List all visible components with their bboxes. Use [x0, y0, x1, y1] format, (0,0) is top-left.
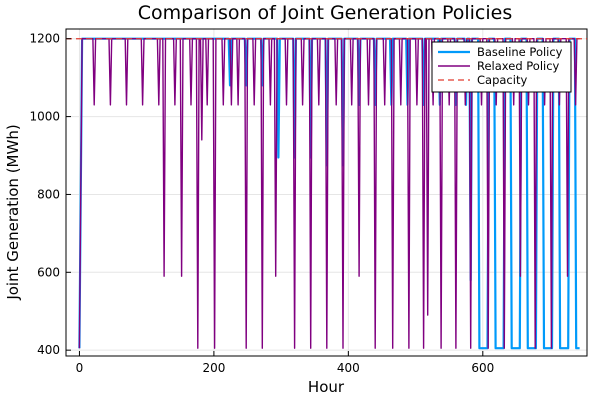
- x-tick-label: 400: [337, 361, 360, 375]
- plot-frame: [65, 28, 588, 357]
- axis-ticks: 0 200 400 600 400 600 800 1000 1200: [29, 32, 494, 375]
- y-axis-label: Joint Generation (MWh): [4, 124, 22, 300]
- y-tick-label: 1200: [29, 32, 60, 46]
- x-tick-label: 200: [202, 361, 225, 375]
- x-tick-label: 0: [76, 361, 84, 375]
- legend-capacity-label: Capacity: [477, 73, 527, 87]
- y-tick-label: 600: [37, 265, 60, 279]
- legend-baseline-label: Baseline Policy: [477, 45, 563, 59]
- chart-title: Comparison of Joint Generation Policies: [138, 2, 513, 24]
- y-tick-label: 800: [37, 187, 60, 201]
- x-tick-label: 600: [471, 361, 494, 375]
- legend-relaxed-label: Relaxed Policy: [477, 59, 560, 73]
- y-tick-label: 400: [37, 343, 60, 357]
- y-tick-label: 1000: [29, 110, 60, 124]
- legend-box: [431, 41, 572, 93]
- x-axis-label: Hour: [308, 378, 345, 396]
